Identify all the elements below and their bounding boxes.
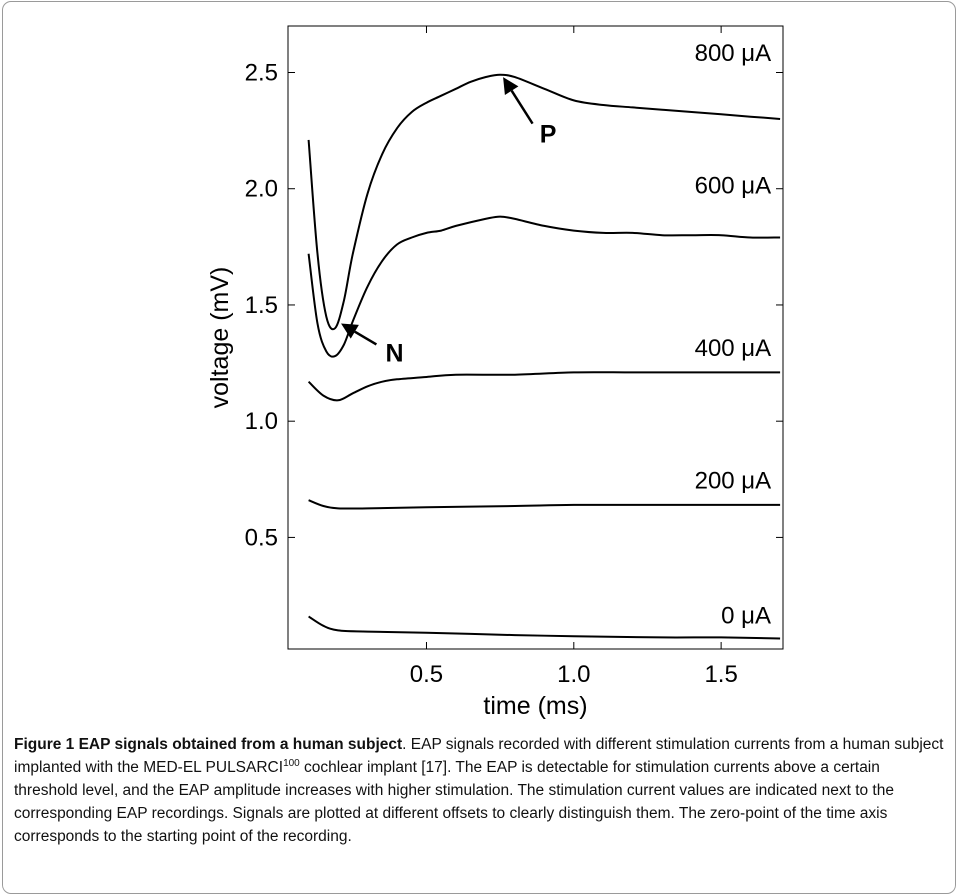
annotation-label: P [540, 121, 557, 149]
y-tick-label: 2.0 [245, 176, 278, 203]
series-label: 200 μA [695, 468, 772, 495]
series-label: 0 μA [721, 602, 771, 629]
series-line-0 [307, 73, 781, 331]
series-label: 400 μA [695, 335, 772, 362]
y-axis-label: voltage (mV) [206, 267, 234, 409]
y-tick-label: 1.5 [245, 292, 278, 319]
x-tick-label: 0.5 [410, 661, 443, 688]
annotation-arrow-shaft [510, 89, 534, 125]
annotation-arrow-head [341, 323, 359, 339]
y-tick-label: 1.0 [245, 408, 278, 435]
series-label: 800 μA [695, 40, 772, 67]
figure-caption: Figure 1 EAP signals obtained from a hum… [14, 733, 944, 848]
caption-text-post: cochlear implant [17]. The EAP is detect… [14, 759, 894, 845]
y-tick-label: 2.5 [245, 59, 278, 86]
y-tick-label: 0.5 [245, 524, 278, 551]
annotation-label: N [386, 340, 404, 368]
caption-text-pre: . EAP signals recorded with different st… [14, 736, 944, 776]
series-line-3 [308, 499, 781, 510]
series-line-2 [307, 371, 781, 402]
series-line-1 [307, 215, 781, 358]
series-line-4 [308, 615, 781, 640]
x-tick-label: 1.0 [557, 661, 590, 688]
annotation-arrow-head [503, 77, 519, 95]
caption-title: Figure 1 EAP signals obtained from a hum… [14, 736, 403, 753]
eap-chart: 0.5 1.0 1.5 0.5 1.0 1.5 2.0 2.5 time (ms) voltage… [206, 25, 784, 720]
plot-area [287, 25, 784, 650]
annotation-arrow-shaft [354, 330, 378, 346]
series-label: 600 μA [695, 172, 772, 199]
caption-superscript: 100 [283, 757, 300, 769]
x-tick-label: 1.5 [704, 661, 737, 688]
x-axis-label: time (ms) [483, 692, 587, 720]
